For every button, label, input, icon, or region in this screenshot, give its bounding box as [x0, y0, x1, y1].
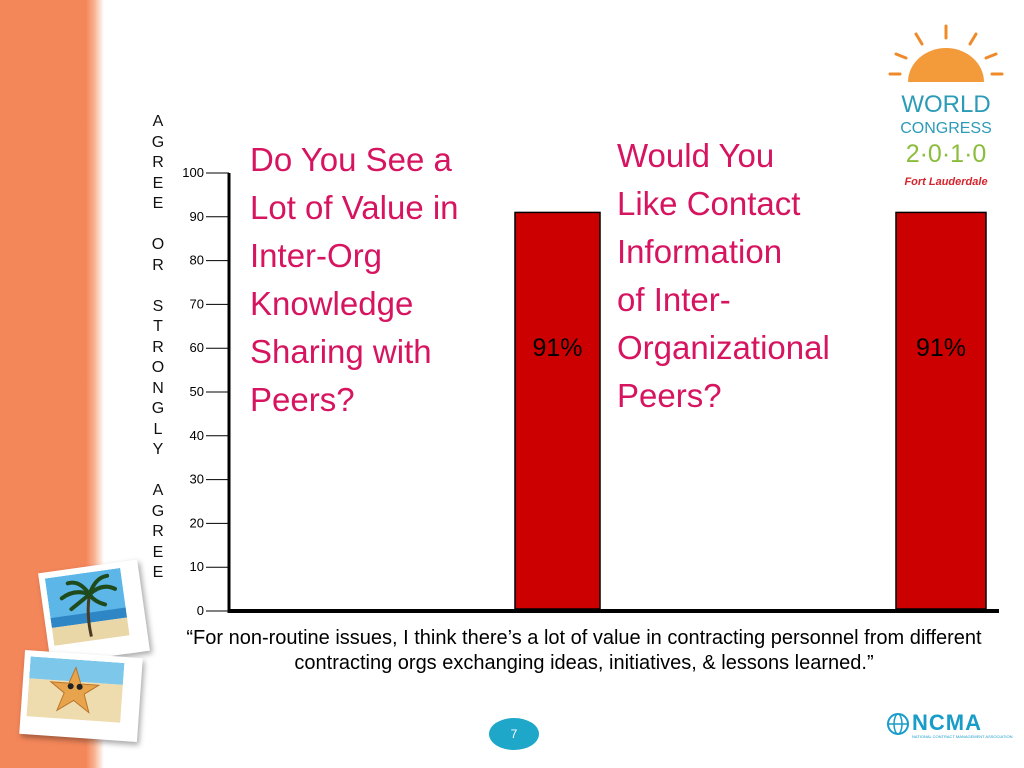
y-tick-label: 90	[190, 209, 204, 224]
ncma-wordmark: NCMA	[912, 710, 982, 735]
y-tick-label: 20	[190, 515, 204, 530]
starfish-image	[26, 656, 125, 723]
logo-year-text: 2·0·1·0	[906, 140, 987, 168]
world-congress-logo: WORLD CONGRESS 2·0·1·0 Fort Lauderdale	[888, 24, 1004, 188]
logo-congress-text: CONGRESS	[900, 120, 992, 137]
y-tick-label: 50	[190, 384, 204, 399]
y-tick-label: 80	[190, 253, 204, 268]
bar	[514, 211, 601, 610]
y-tick-label: 100	[182, 165, 204, 180]
y-tick-label: 30	[190, 472, 204, 487]
logo-world-text: WORLD	[901, 91, 990, 118]
ncma-logo: NCMA NATIONAL CONTRACT MANAGEMENT ASSOCI…	[886, 710, 1012, 744]
bar-data-label: 91%	[916, 334, 966, 362]
y-tick-label: 70	[190, 296, 204, 311]
question-right: Would You Like Contact Information of In…	[617, 137, 830, 414]
palm-tree-photo	[38, 559, 150, 665]
ncma-subtitle: NATIONAL CONTRACT MANAGEMENT ASSOCIATION	[912, 734, 1013, 739]
starfish-photo	[19, 649, 143, 743]
question-left: Do You See a Lot of Value in Inter-Org K…	[250, 141, 459, 418]
y-axis-title: A G R E E O R S T R O N G L Y A G R E E	[151, 113, 165, 581]
y-tick-label: 10	[190, 559, 204, 574]
bar-data-label: 91%	[532, 334, 582, 362]
palm-tree-image	[44, 567, 130, 646]
bar	[895, 211, 987, 610]
y-tick-label: 60	[190, 340, 204, 355]
page-number-badge: 7	[489, 718, 539, 750]
quote-text: “For non-routine issues, I think there’s…	[186, 627, 982, 674]
logo-city-text: Fort Lauderdale	[904, 176, 987, 188]
y-tick-label: 40	[190, 428, 204, 443]
sun-icon	[888, 24, 1004, 82]
y-tick-label: 0	[197, 603, 204, 618]
globe-icon	[887, 713, 909, 735]
